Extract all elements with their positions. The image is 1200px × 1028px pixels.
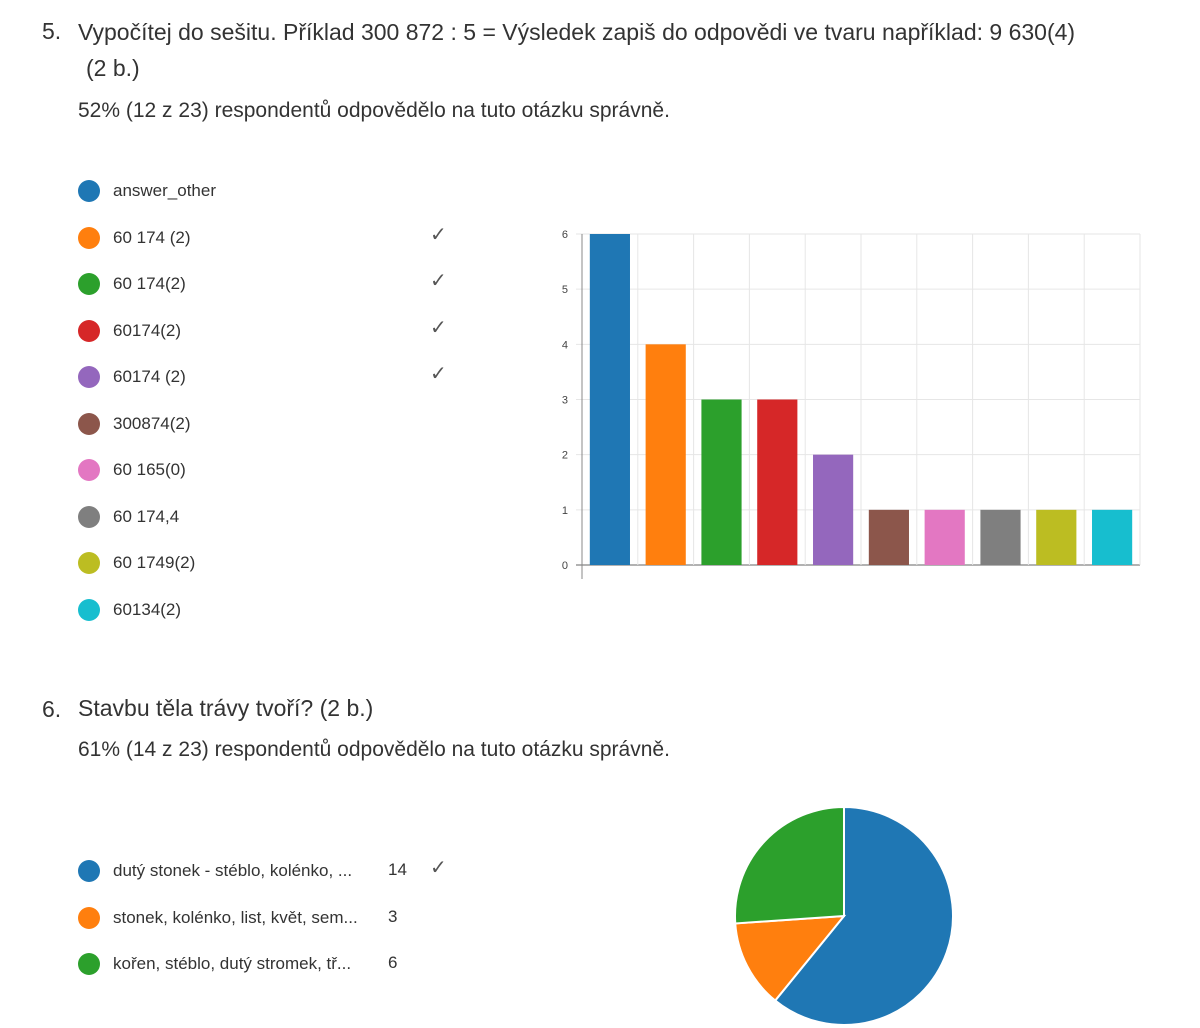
legend-count: 6 xyxy=(388,953,398,972)
legend-swatch xyxy=(78,505,100,528)
legend-count: 14 xyxy=(388,860,407,879)
legend-item[interactable]: kořen, stéblo, dutý stromek, tř... xyxy=(78,950,351,978)
legend-swatch xyxy=(78,552,100,574)
y-tick-label: 3 xyxy=(562,395,568,407)
pie-chart xyxy=(734,805,954,1026)
check-icon: ✓ xyxy=(430,270,447,292)
legend-label: 60 165(0) xyxy=(113,460,186,479)
legend-item[interactable]: 300874(2) xyxy=(78,410,191,438)
legend-item[interactable]: dutý stonek - stéblo, kolénko, ... xyxy=(78,857,352,885)
legend-label: 60 174,4 xyxy=(113,506,180,526)
legend-item[interactable]: stonek, kolénko, list, květ, sem... xyxy=(78,904,358,932)
bar-60-174-4[interactable] xyxy=(980,509,1021,565)
legend-item[interactable]: 60174 (2) xyxy=(78,363,186,391)
check-icon: ✓ xyxy=(430,857,447,879)
legend-label: 60174 (2) xyxy=(113,367,186,386)
legend-swatch xyxy=(78,860,100,882)
question-title: Stavbu těla trávy tvoří? (2 b.) xyxy=(78,695,374,721)
legend-label: kořen, stéblo, dutý stromek, tř... xyxy=(113,954,352,973)
legend-item[interactable]: answer_other xyxy=(78,177,216,205)
legend-swatch xyxy=(78,906,100,929)
legend-item[interactable]: 60 165(0) xyxy=(78,456,186,484)
legend-swatch xyxy=(78,319,100,342)
legend-label: 60 1749(2) xyxy=(113,553,196,572)
y-tick-label: 5 xyxy=(562,284,568,296)
check-icon: ✓ xyxy=(430,363,447,385)
legend-swatch xyxy=(78,366,100,388)
y-tick-label: 6 xyxy=(562,229,568,241)
question-number: 6. xyxy=(42,696,62,722)
legend-label: 60134(2) xyxy=(113,599,182,619)
pie-slice-2[interactable] xyxy=(734,805,845,925)
question-stat: 61% (14 z 23) respondentů odpovědělo na … xyxy=(78,738,670,761)
bar-60-174-2[interactable] xyxy=(701,399,742,566)
question-title: Vypočítej do sešitu. Příklad 300 872 : 5… xyxy=(78,19,1076,45)
legend-label: answer_other xyxy=(113,181,217,200)
question-number: 5. xyxy=(42,18,62,44)
bar-60174-2[interactable] xyxy=(813,454,854,565)
bar-60-1749-2[interactable] xyxy=(1036,509,1077,565)
y-tick-label: 1 xyxy=(562,505,568,517)
bar-answer-other[interactable] xyxy=(589,234,630,565)
y-tick-label: 0 xyxy=(562,560,568,572)
legend-item[interactable]: 60 174 (2) xyxy=(78,224,191,252)
legend-item[interactable]: 60 174,4 xyxy=(78,503,179,531)
legend-item[interactable]: 60 1749(2) xyxy=(78,549,195,577)
legend-item[interactable]: 60134(2) xyxy=(78,596,181,624)
legend-label: 60 174 (2) xyxy=(113,227,191,247)
legend-swatch xyxy=(78,273,100,295)
question-points: (2 b.) xyxy=(86,55,140,81)
legend-swatch xyxy=(78,598,100,621)
legend-label: 300874(2) xyxy=(113,413,191,433)
check-icon: ✓ xyxy=(430,316,447,339)
bar-60134-2[interactable] xyxy=(1092,509,1133,565)
bar-60174-2[interactable] xyxy=(757,399,798,566)
bar-60-174-2[interactable] xyxy=(645,344,686,565)
question-stat: 52% (12 z 23) respondentů odpovědělo na … xyxy=(78,99,670,122)
legend-swatch xyxy=(78,459,100,481)
legend-label: dutý stonek - stéblo, kolénko, ... xyxy=(113,861,353,880)
legend-item[interactable]: 60174(2) xyxy=(78,317,181,345)
pie-slice-1[interactable] xyxy=(734,914,847,1002)
legend-item[interactable]: 60 174(2) xyxy=(78,270,186,298)
legend-count: 3 xyxy=(388,906,398,926)
bar-60-165-0[interactable] xyxy=(924,509,965,565)
legend-label: 60174(2) xyxy=(113,320,182,340)
legend-swatch xyxy=(78,226,100,249)
pie-slice-0[interactable] xyxy=(773,805,954,1026)
legend-swatch xyxy=(78,412,100,435)
legend-swatch xyxy=(78,180,100,202)
check-icon: ✓ xyxy=(430,223,447,246)
legend-label: 60 174(2) xyxy=(113,274,186,293)
bar-300874-2[interactable] xyxy=(868,509,909,565)
y-tick-label: 2 xyxy=(562,450,568,462)
legend-swatch xyxy=(78,953,100,975)
y-tick-label: 4 xyxy=(562,339,568,351)
legend-label: stonek, kolénko, list, květ, sem... xyxy=(113,907,358,927)
bar-chart: 0 1 2 3 4 5 6 xyxy=(562,229,1141,579)
